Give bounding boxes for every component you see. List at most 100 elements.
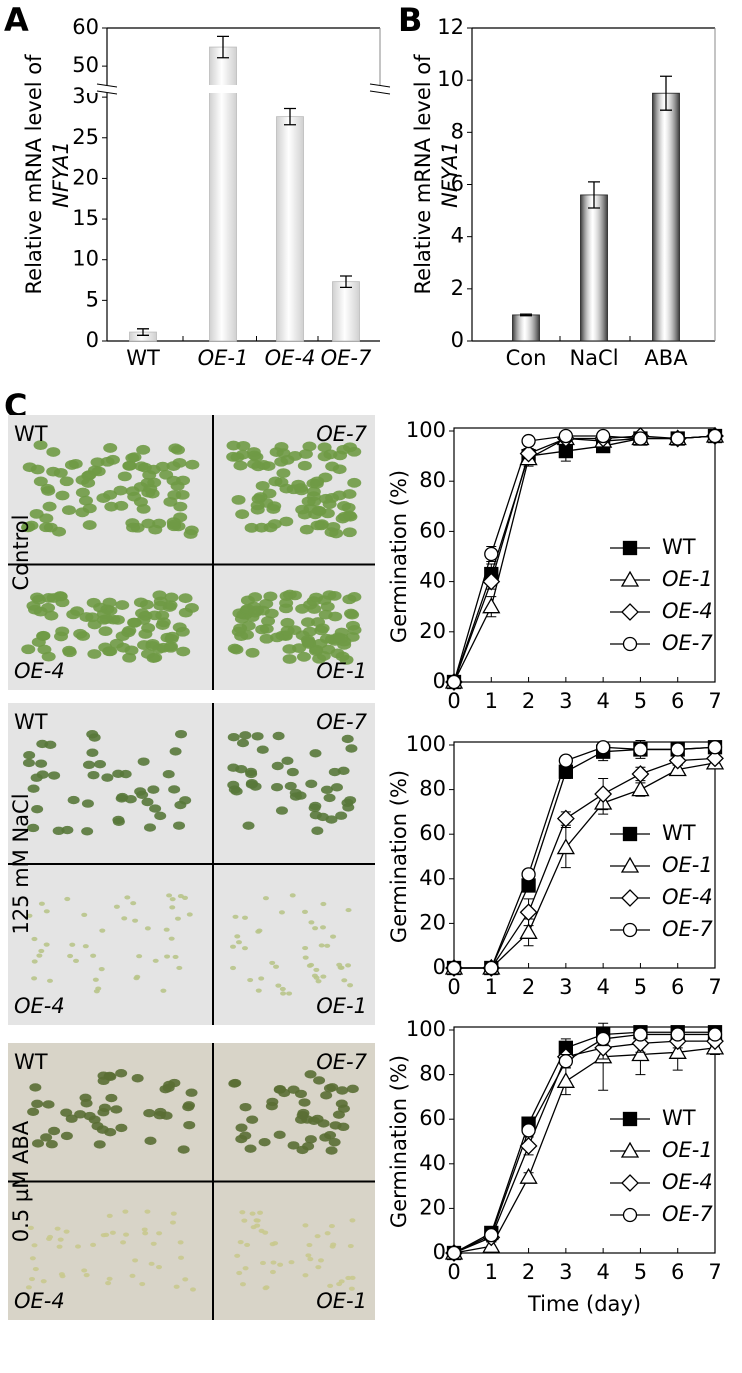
axis-break-gap bbox=[87, 85, 400, 93]
seedling bbox=[325, 1146, 338, 1155]
seedling bbox=[304, 1135, 317, 1144]
marker bbox=[706, 749, 724, 768]
seedling bbox=[74, 1110, 87, 1119]
seedling bbox=[242, 821, 255, 830]
seedling bbox=[257, 1210, 264, 1215]
y-axis-label: Relative mRNA level of NFYA1 bbox=[22, 54, 73, 295]
seedling bbox=[189, 1287, 196, 1292]
marker bbox=[670, 431, 685, 446]
seedling bbox=[99, 614, 114, 625]
seedling bbox=[173, 821, 186, 830]
seedling bbox=[149, 804, 162, 813]
marker bbox=[620, 570, 640, 587]
seedling bbox=[269, 1242, 276, 1247]
seedling bbox=[120, 1240, 127, 1245]
seedling bbox=[117, 471, 132, 482]
seedling bbox=[273, 1130, 286, 1140]
seedling bbox=[93, 1140, 106, 1149]
seedling bbox=[163, 927, 170, 932]
seedling bbox=[309, 749, 322, 758]
seedling bbox=[144, 1136, 157, 1146]
legend-label: WT bbox=[662, 535, 696, 559]
seedling bbox=[169, 897, 176, 902]
seedling bbox=[236, 1270, 243, 1276]
seedling bbox=[302, 441, 317, 452]
seedling bbox=[103, 443, 118, 453]
seedling bbox=[309, 646, 324, 656]
seedling bbox=[38, 901, 45, 906]
seedling bbox=[263, 522, 278, 533]
y-tick-label: 60 bbox=[419, 518, 446, 542]
seedling bbox=[127, 452, 142, 463]
seedling bbox=[239, 1102, 252, 1112]
x-tick-label: 0 bbox=[447, 1260, 460, 1284]
seedling bbox=[137, 757, 150, 766]
seedling bbox=[315, 979, 322, 984]
seedling bbox=[226, 451, 241, 462]
seedling bbox=[65, 1114, 78, 1123]
seedling bbox=[102, 597, 117, 608]
x-tick-label: 7 bbox=[708, 689, 721, 713]
seedling bbox=[141, 1227, 148, 1232]
seedling bbox=[81, 1268, 88, 1273]
seedling bbox=[247, 977, 254, 983]
y-tick-label: 40 bbox=[419, 1151, 446, 1175]
seedling bbox=[26, 913, 33, 918]
seedling bbox=[320, 925, 327, 930]
seedling bbox=[42, 1100, 55, 1109]
seedling bbox=[345, 907, 352, 913]
y-tick-label: 100 bbox=[406, 418, 446, 442]
seedling bbox=[29, 1256, 36, 1261]
marker bbox=[707, 428, 723, 444]
seedling bbox=[256, 745, 269, 754]
seedling bbox=[41, 602, 56, 613]
seedling bbox=[286, 991, 293, 996]
seedling bbox=[310, 520, 325, 531]
seedling bbox=[62, 647, 77, 658]
seedling bbox=[101, 773, 114, 782]
seedling bbox=[237, 1240, 244, 1245]
seedling bbox=[138, 629, 153, 639]
seedling bbox=[239, 1282, 246, 1287]
seedling bbox=[125, 486, 140, 497]
seedling bbox=[280, 617, 295, 628]
seedling bbox=[52, 826, 65, 836]
seedling bbox=[43, 942, 50, 947]
seedling bbox=[244, 522, 259, 533]
seedling bbox=[320, 901, 327, 907]
seedling bbox=[336, 444, 351, 455]
x-axis-label: Time (day) bbox=[527, 1292, 641, 1316]
seedling bbox=[33, 476, 48, 487]
seedling bbox=[31, 804, 44, 814]
seedling bbox=[27, 823, 40, 833]
y-tick-label: 20 bbox=[419, 1195, 446, 1219]
y-axis-label-part: Relative mRNA level of bbox=[22, 54, 46, 295]
marker bbox=[519, 444, 538, 463]
panel-label: B bbox=[398, 1, 422, 39]
seedling bbox=[301, 496, 316, 507]
seedling bbox=[90, 953, 97, 958]
seedling bbox=[231, 494, 246, 505]
seedling bbox=[48, 771, 61, 780]
y-tick-label: 100 bbox=[406, 732, 446, 756]
genotype-label: OE-4 bbox=[14, 659, 65, 683]
seedling bbox=[276, 468, 291, 479]
marker bbox=[519, 923, 538, 939]
seedling bbox=[263, 591, 278, 602]
seedling bbox=[185, 459, 200, 470]
seedling bbox=[182, 1277, 189, 1282]
seedling bbox=[55, 490, 70, 501]
seedling bbox=[275, 983, 282, 988]
seedling bbox=[236, 738, 249, 748]
seedling bbox=[275, 806, 288, 815]
genotype-label: OE-1 bbox=[316, 659, 367, 683]
seedling bbox=[130, 901, 137, 906]
seedling bbox=[228, 1079, 241, 1088]
seedling bbox=[232, 914, 239, 919]
seedling bbox=[76, 631, 91, 641]
seedling bbox=[122, 652, 137, 663]
seedling bbox=[82, 503, 97, 514]
seedling bbox=[103, 489, 118, 500]
seedling bbox=[270, 632, 285, 643]
seedling bbox=[244, 1242, 251, 1248]
